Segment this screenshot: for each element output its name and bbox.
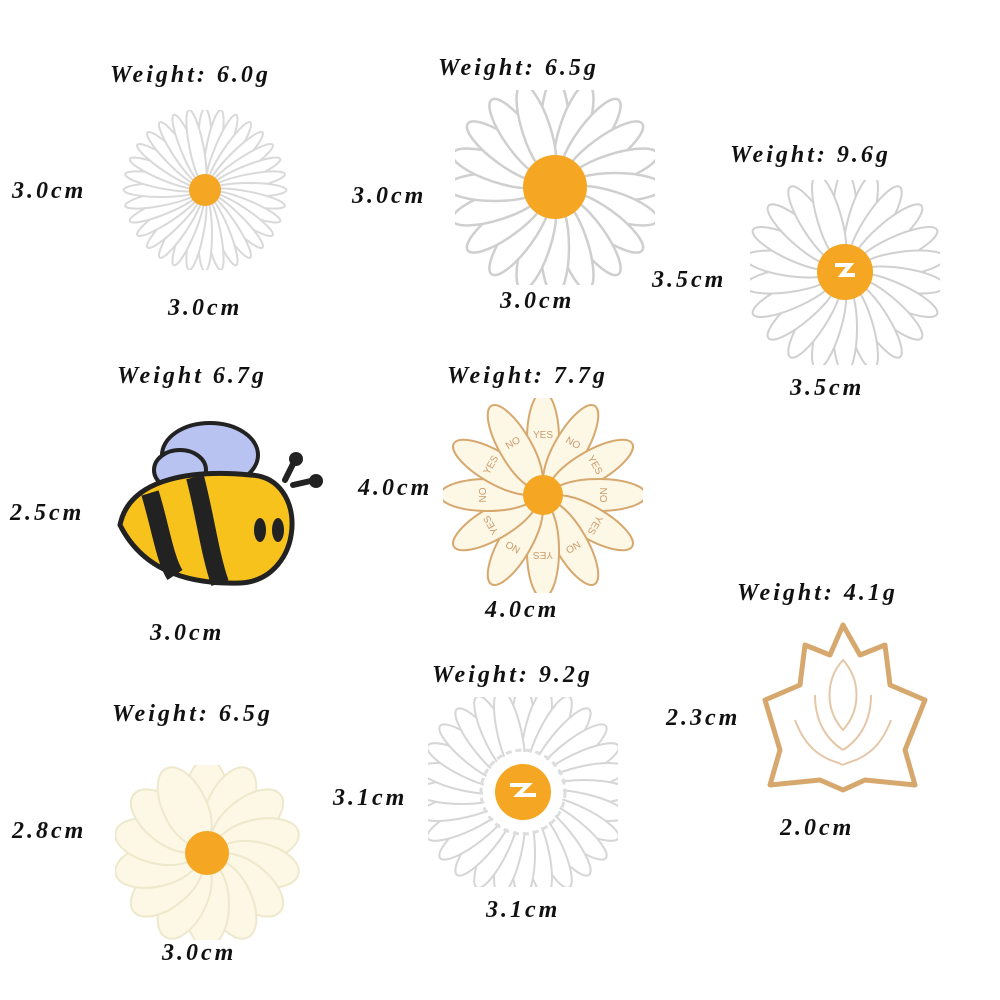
daisy-pin-lightning-center (750, 180, 940, 365)
pin-5-height: 4.0cm (358, 475, 433, 501)
pin-3-height: 3.5cm (652, 267, 727, 293)
pin-1-width: 3.0cm (168, 295, 243, 321)
pin-3-width: 3.5cm (790, 375, 865, 401)
pin-4-height: 2.5cm (10, 500, 85, 526)
sunburst-daisy-pin (428, 697, 618, 887)
pin-8-height: 3.1cm (333, 785, 408, 811)
daisy-pin-textured-center (455, 90, 655, 285)
pin-2-width: 3.0cm (500, 288, 575, 314)
petal-text: YES (533, 430, 553, 441)
center-ring (479, 748, 567, 836)
pin-1-weight: Weight: 6.0g (110, 62, 271, 88)
pin-7-height: 2.8cm (12, 818, 87, 844)
pin-1-height: 3.0cm (12, 178, 87, 204)
daisy-pin-thin-petals (122, 110, 288, 270)
pin-2-weight: Weight: 6.5g (438, 55, 599, 81)
pin-8-width: 3.1cm (486, 897, 561, 923)
pin-2-height: 3.0cm (352, 183, 427, 209)
lightning-icon (835, 263, 855, 277)
pin-8-weight: Weight: 9.2g (432, 662, 593, 688)
pin-6-height: 2.3cm (666, 705, 741, 731)
flower-center (189, 174, 221, 206)
lotus-pin (762, 622, 928, 793)
flower-center (185, 831, 229, 875)
pin-3-weight: Weight: 9.6g (730, 142, 891, 168)
pin-6-weight: Weight: 4.1g (737, 580, 898, 606)
lightning-icon (510, 783, 536, 797)
petal-text: NO (478, 487, 489, 502)
flower-center (523, 155, 587, 219)
pin-4-width: 3.0cm (150, 620, 225, 646)
pin-6-width: 2.0cm (780, 815, 855, 841)
cream-daisy-pin (115, 765, 300, 940)
flower-center (523, 475, 563, 515)
petal-text: YES (533, 549, 553, 560)
bee-pin (117, 421, 323, 587)
pin-7-width: 3.0cm (162, 940, 237, 966)
pin-5-width: 4.0cm (485, 597, 560, 623)
pin-5-weight: Weight: 7.7g (447, 363, 608, 389)
petal-text: NO (597, 488, 608, 503)
pin-7-weight: Weight: 6.5g (112, 701, 273, 727)
pin-4-weight: Weight 6.7g (117, 363, 267, 389)
